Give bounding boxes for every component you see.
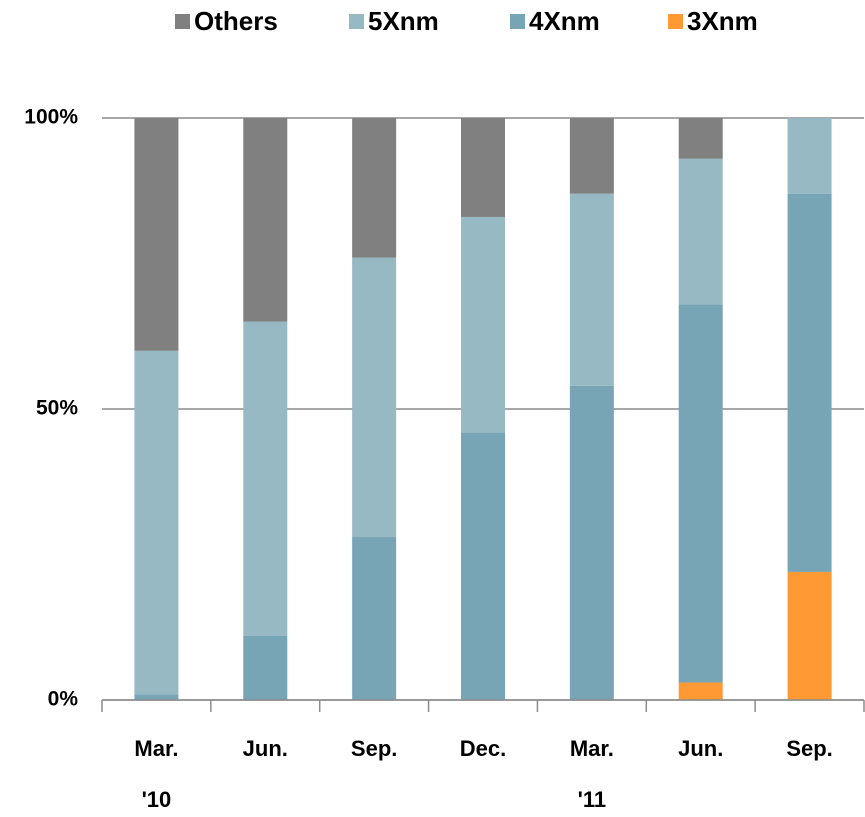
x-tick-label: Dec. <box>460 736 506 761</box>
y-tick-label: 0% <box>48 688 79 711</box>
x-tick-label: Jun. <box>678 736 723 761</box>
bar-segment <box>787 193 832 572</box>
bar-segment <box>352 257 397 538</box>
bar-segment <box>569 118 614 194</box>
legend-swatch <box>668 14 683 29</box>
legend-label: Others <box>194 6 278 36</box>
bar-segment <box>243 321 288 636</box>
x-tick-label: Sep. <box>786 736 832 761</box>
bar-segment <box>134 694 179 700</box>
bar-segment <box>461 432 505 700</box>
bar-segment <box>569 385 614 700</box>
bar-segment <box>678 158 723 305</box>
legend-swatch <box>175 14 190 29</box>
bar-segment <box>134 350 179 695</box>
x-tick-label: '11 <box>578 787 607 812</box>
y-tick-label: 100% <box>24 106 78 129</box>
y-tick-label: 50% <box>36 397 78 420</box>
legend-label: 3Xnm <box>687 6 758 36</box>
x-tick-label: '10 <box>142 787 172 812</box>
bar-segment <box>134 118 179 351</box>
bar-segment <box>243 635 288 700</box>
bar-segment <box>787 571 832 700</box>
legend-swatch <box>349 14 364 29</box>
x-tick-label: Mar. <box>570 736 614 761</box>
legend-label: 5Xnm <box>368 6 439 36</box>
bar-segment <box>787 118 832 194</box>
bar-segment <box>461 216 505 433</box>
bar-segment <box>352 118 397 258</box>
bar-segment <box>678 304 723 683</box>
legend-swatch <box>510 14 525 29</box>
legend-label: 4Xnm <box>529 6 600 36</box>
x-tick-label: Jun. <box>243 736 288 761</box>
x-tick-label: Mar. <box>134 736 178 761</box>
bar-segment <box>678 118 723 159</box>
bar-segment <box>461 118 505 217</box>
bar-segment <box>569 193 614 386</box>
bar-segment <box>352 537 397 700</box>
bar-segment <box>243 118 288 322</box>
bar-segment <box>678 682 723 700</box>
x-tick-label: Sep. <box>351 736 397 761</box>
